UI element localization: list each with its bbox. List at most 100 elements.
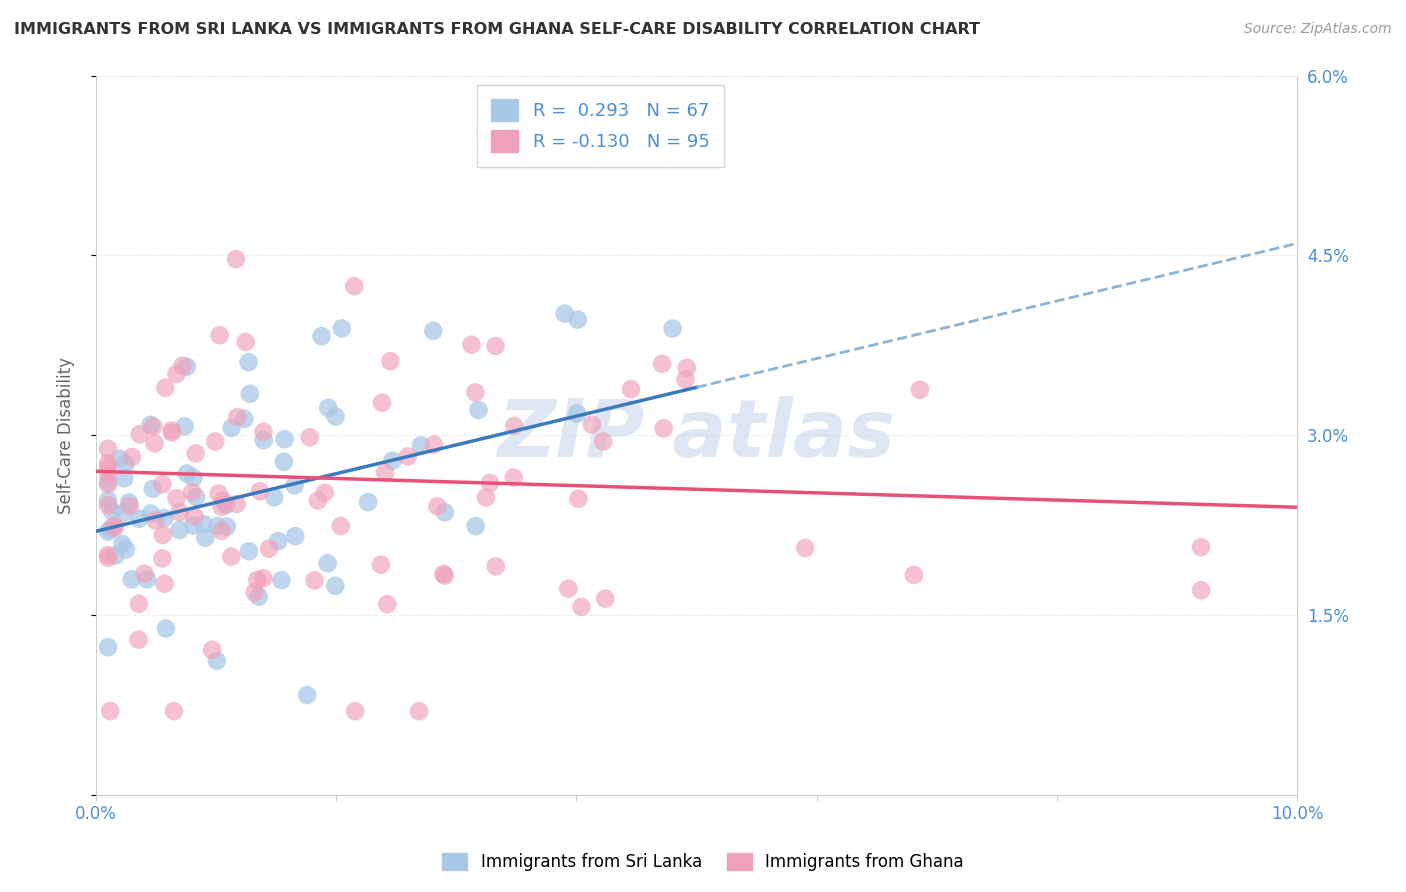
Point bbox=[155, 381, 177, 395]
Point bbox=[163, 704, 186, 718]
Point bbox=[97, 467, 120, 482]
Point bbox=[143, 436, 166, 450]
Point bbox=[184, 490, 207, 504]
Point bbox=[136, 572, 159, 586]
Point bbox=[381, 454, 404, 468]
Point bbox=[194, 531, 217, 545]
Point bbox=[215, 498, 238, 512]
Point bbox=[221, 549, 243, 564]
Point bbox=[226, 410, 249, 425]
Point bbox=[121, 572, 143, 586]
Point bbox=[169, 523, 191, 537]
Point bbox=[103, 519, 125, 533]
Point bbox=[298, 430, 321, 444]
Point bbox=[316, 401, 339, 415]
Point bbox=[97, 493, 120, 508]
Point bbox=[211, 524, 233, 538]
Point bbox=[160, 423, 183, 437]
Point bbox=[267, 534, 290, 549]
Point bbox=[225, 497, 247, 511]
Point bbox=[118, 495, 141, 509]
Point bbox=[246, 573, 269, 587]
Point bbox=[166, 491, 188, 506]
Point bbox=[150, 551, 173, 566]
Point bbox=[433, 568, 456, 582]
Point bbox=[208, 328, 231, 343]
Point bbox=[374, 466, 396, 480]
Point bbox=[423, 437, 446, 451]
Point bbox=[152, 528, 174, 542]
Point bbox=[112, 506, 135, 520]
Point bbox=[97, 524, 120, 539]
Point bbox=[314, 485, 336, 500]
Point bbox=[114, 457, 136, 471]
Point bbox=[134, 566, 156, 581]
Text: IMMIGRANTS FROM SRI LANKA VS IMMIGRANTS FROM GHANA SELF-CARE DISABILITY CORRELAT: IMMIGRANTS FROM SRI LANKA VS IMMIGRANTS … bbox=[14, 22, 980, 37]
Point bbox=[295, 688, 318, 702]
Point bbox=[112, 471, 135, 485]
Point bbox=[464, 385, 486, 400]
Legend: R =  0.293   N = 67, R = -0.130   N = 95: R = 0.293 N = 67, R = -0.130 N = 95 bbox=[477, 85, 724, 167]
Point bbox=[215, 519, 238, 533]
Point bbox=[153, 511, 176, 525]
Point bbox=[422, 324, 444, 338]
Point bbox=[97, 550, 120, 565]
Point bbox=[311, 329, 333, 343]
Point bbox=[204, 434, 226, 449]
Point bbox=[503, 418, 526, 433]
Point bbox=[370, 558, 392, 572]
Point bbox=[193, 517, 215, 532]
Point bbox=[128, 632, 150, 647]
Point bbox=[184, 446, 207, 460]
Point bbox=[380, 354, 402, 368]
Point bbox=[502, 470, 524, 484]
Point bbox=[433, 505, 456, 519]
Point bbox=[100, 522, 122, 536]
Point bbox=[567, 491, 589, 506]
Point bbox=[221, 421, 243, 435]
Point bbox=[97, 640, 120, 655]
Point bbox=[343, 279, 366, 293]
Point bbox=[903, 568, 925, 582]
Point bbox=[557, 582, 579, 596]
Point bbox=[652, 421, 675, 435]
Point bbox=[150, 477, 173, 491]
Point bbox=[554, 307, 576, 321]
Point bbox=[593, 591, 616, 606]
Point bbox=[460, 337, 482, 351]
Point bbox=[128, 512, 150, 526]
Point bbox=[108, 451, 131, 466]
Point bbox=[661, 321, 683, 335]
Point bbox=[142, 482, 165, 496]
Point bbox=[316, 557, 339, 571]
Point bbox=[567, 407, 589, 421]
Point bbox=[284, 529, 307, 543]
Point bbox=[426, 500, 449, 514]
Point bbox=[484, 339, 506, 353]
Point bbox=[475, 491, 498, 505]
Point bbox=[467, 403, 489, 417]
Point bbox=[181, 518, 204, 533]
Point bbox=[97, 456, 120, 470]
Y-axis label: Self-Care Disability: Self-Care Disability bbox=[58, 357, 75, 514]
Point bbox=[233, 412, 256, 426]
Point bbox=[238, 355, 260, 369]
Point bbox=[273, 455, 295, 469]
Point bbox=[155, 622, 177, 636]
Point bbox=[183, 509, 205, 524]
Point bbox=[211, 500, 233, 514]
Point bbox=[145, 513, 167, 527]
Point bbox=[97, 460, 120, 475]
Point bbox=[165, 367, 187, 381]
Point bbox=[253, 433, 276, 447]
Point bbox=[257, 541, 280, 556]
Point bbox=[139, 507, 162, 521]
Point bbox=[283, 478, 305, 492]
Point bbox=[201, 642, 224, 657]
Point bbox=[675, 372, 697, 386]
Point bbox=[581, 417, 603, 432]
Point bbox=[238, 544, 260, 558]
Point bbox=[97, 548, 120, 562]
Point bbox=[908, 383, 931, 397]
Point bbox=[104, 549, 127, 563]
